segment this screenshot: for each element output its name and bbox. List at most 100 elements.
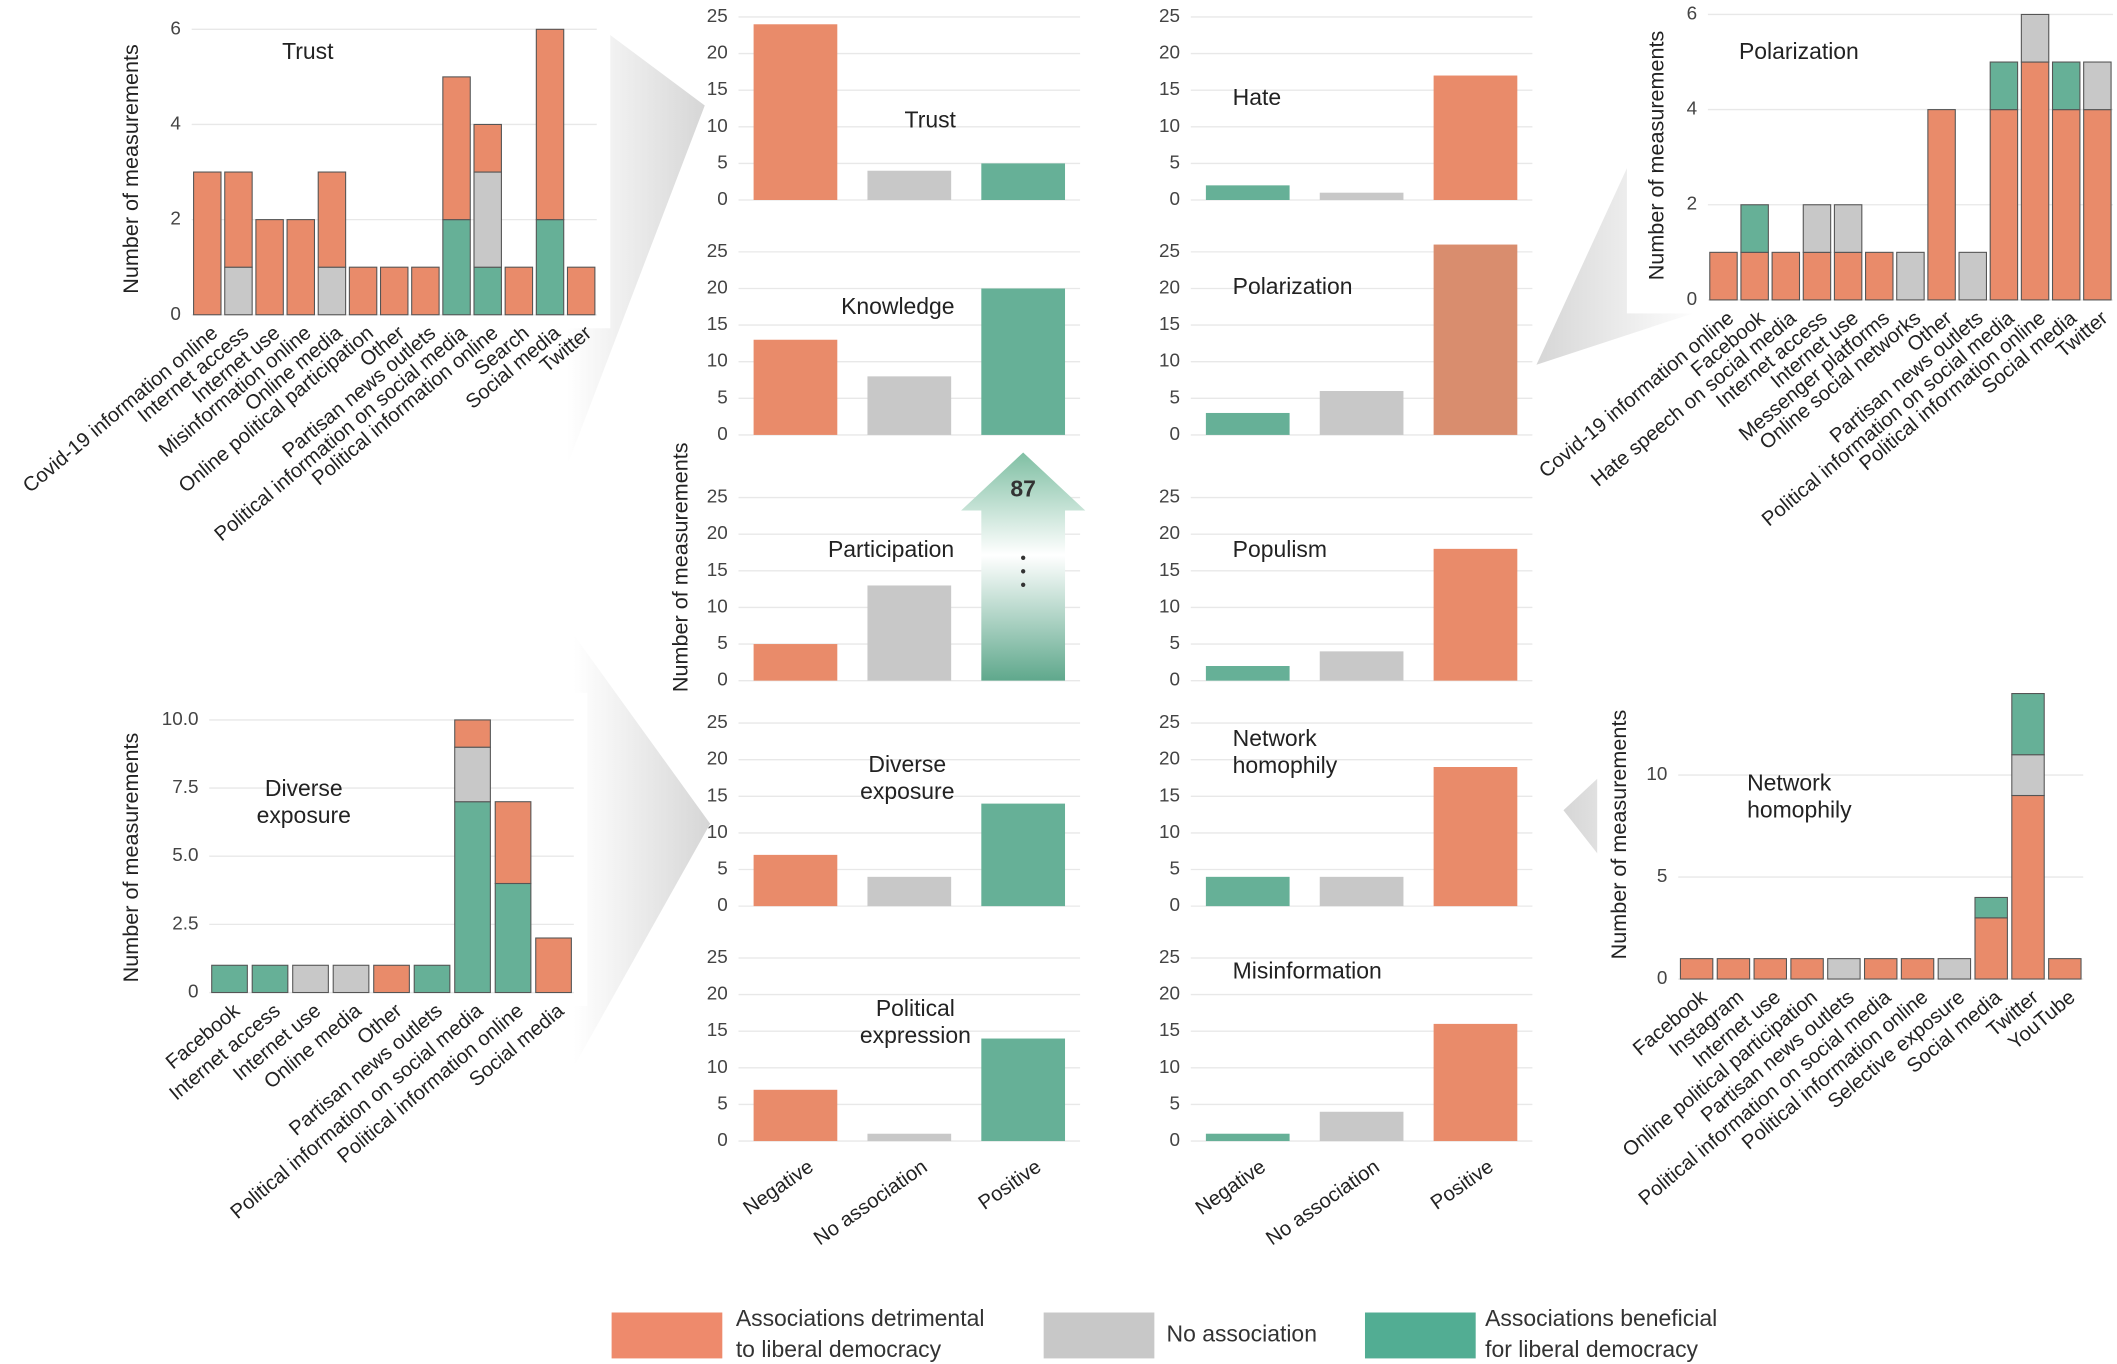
bar-segment xyxy=(1958,251,1987,301)
bar-segment xyxy=(1740,251,1769,301)
bar xyxy=(753,644,838,681)
y-tick-label: 5 xyxy=(717,859,728,880)
y-tick-label: 20 xyxy=(1159,277,1180,298)
panel-title: exposure xyxy=(860,778,954,804)
bar-segment xyxy=(332,964,370,994)
bar xyxy=(1433,75,1518,201)
y-tick-label: 25 xyxy=(707,487,728,508)
bar-segment xyxy=(1771,251,1801,301)
panel-title: Knowledge xyxy=(841,293,955,319)
y-tick-label: 0 xyxy=(1687,289,1698,310)
y-tick-label: 20 xyxy=(707,984,728,1005)
bar-segment xyxy=(1900,958,1935,980)
x-tick-label: Negative xyxy=(1192,1156,1270,1220)
y-axis-label: Number of measurements xyxy=(668,442,693,692)
y-tick-label: 2 xyxy=(1687,194,1698,215)
y-tick-label: 15 xyxy=(1159,314,1180,335)
y-tick-label: 0 xyxy=(170,304,181,325)
y-tick-label: 5 xyxy=(717,1093,728,1114)
y-tick-label: 15 xyxy=(1159,1020,1180,1041)
bar-segment xyxy=(2083,109,2112,301)
y-tick-label: 6 xyxy=(1687,3,1698,24)
y-tick-label: 0 xyxy=(717,1130,728,1151)
bar xyxy=(753,339,838,435)
bar-segment xyxy=(292,964,329,994)
bar xyxy=(1319,390,1404,435)
bar-segment xyxy=(535,28,565,221)
bar xyxy=(1433,548,1518,681)
y-tick-label: 10.0 xyxy=(162,709,199,730)
panel-title: Polarization xyxy=(1233,273,1353,299)
y-tick-label: 0 xyxy=(1169,1130,1180,1151)
bar-segment xyxy=(494,882,532,994)
bar-segment xyxy=(2051,109,2081,301)
bar xyxy=(1433,244,1518,435)
bar-segment xyxy=(504,266,534,316)
y-axis-label: Number of measurements xyxy=(1606,710,1631,960)
bar-segment xyxy=(1865,251,1894,301)
bar xyxy=(1205,876,1290,907)
bar-segment xyxy=(1896,251,1925,301)
x-tick-label: No association xyxy=(810,1156,931,1250)
y-tick-label: 0 xyxy=(717,670,728,691)
bar-segment xyxy=(2011,754,2045,797)
x-tick-label: Negative xyxy=(739,1156,817,1220)
ellipsis-dot xyxy=(1021,582,1026,587)
y-tick-label: 0 xyxy=(717,424,728,445)
bar-segment xyxy=(224,266,253,316)
bar-segment xyxy=(211,964,248,994)
bar xyxy=(867,376,952,435)
panel-title: Network xyxy=(1233,725,1318,751)
overflow-arrow xyxy=(961,452,1086,681)
bar-segment xyxy=(1716,958,1751,980)
bar xyxy=(981,288,1066,435)
value-label: 87 xyxy=(1010,475,1036,501)
y-tick-label: 5.0 xyxy=(172,845,198,866)
y-tick-label: 6 xyxy=(170,18,181,39)
bar-segment xyxy=(1740,204,1769,253)
bar-segment xyxy=(1974,917,2008,980)
bar-segment xyxy=(2020,13,2050,63)
x-tick-label: Positive xyxy=(1427,1156,1498,1215)
y-tick-label: 0 xyxy=(1169,189,1180,210)
bar xyxy=(867,170,952,201)
panel-title: exposure xyxy=(257,802,351,828)
legend-label: No association xyxy=(1167,1321,1317,1347)
y-tick-label: 5 xyxy=(1169,387,1180,408)
y-tick-label: 10 xyxy=(1159,596,1180,617)
bar xyxy=(753,24,838,201)
bar-segment xyxy=(2011,794,2045,980)
y-tick-label: 20 xyxy=(1159,523,1180,544)
bar-segment xyxy=(1802,204,1832,253)
bar-segment xyxy=(2020,61,2050,301)
y-axis-label: Number of measurements xyxy=(118,733,143,983)
bar-segment xyxy=(566,266,596,316)
bar-segment xyxy=(1989,61,2019,111)
legend-swatch xyxy=(611,1312,723,1359)
panel-title: Polarization xyxy=(1739,38,1859,64)
panel-title: expression xyxy=(860,1022,971,1048)
bar-segment xyxy=(193,171,222,316)
y-tick-label: 15 xyxy=(1159,560,1180,581)
bar-segment xyxy=(1833,251,1863,301)
panel-title: homophily xyxy=(1747,797,1852,823)
y-tick-label: 0 xyxy=(717,895,728,916)
bar xyxy=(753,854,838,907)
panel-title: Political xyxy=(876,995,955,1021)
legend-swatch xyxy=(1364,1312,1476,1359)
bar xyxy=(981,163,1066,201)
legend-swatch xyxy=(1043,1312,1155,1359)
y-tick-label: 2.5 xyxy=(172,913,198,934)
bar-segment xyxy=(2011,693,2045,756)
bar-segment xyxy=(2048,958,2082,980)
bar xyxy=(1433,767,1518,907)
legend-label: Associations beneficial xyxy=(1485,1305,1717,1331)
y-tick-label: 25 xyxy=(707,241,728,262)
bar-segment xyxy=(251,964,289,994)
y-tick-label: 15 xyxy=(707,1020,728,1041)
bar-segment xyxy=(454,746,491,803)
bar-segment xyxy=(1709,251,1738,301)
ellipsis-dot xyxy=(1021,555,1026,560)
bar-segment xyxy=(442,76,471,221)
